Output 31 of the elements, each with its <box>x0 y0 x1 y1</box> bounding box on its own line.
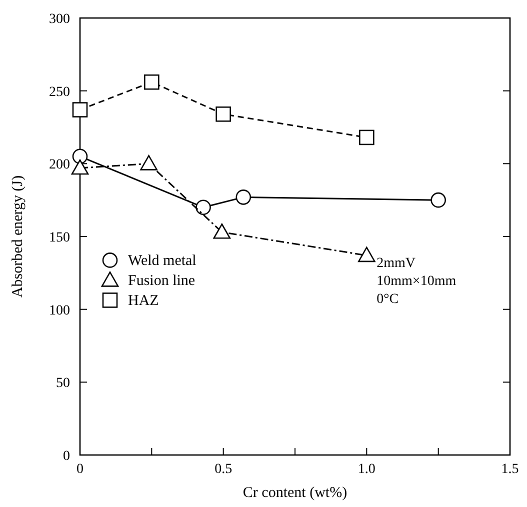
y-tick-label: 150 <box>49 230 70 246</box>
point <box>71 159 89 175</box>
y-tick-label: 0 <box>63 449 70 464</box>
point <box>358 246 376 262</box>
legend-label: Fusion line <box>128 273 196 290</box>
point <box>144 74 160 90</box>
legend-label: HAZ <box>128 293 159 310</box>
x-axis-title: Cr content (wt%) <box>242 485 348 501</box>
x-tick-label: 1.5 <box>501 462 519 477</box>
point <box>236 190 252 205</box>
annotation: 2mmV <box>376 256 416 272</box>
y-tick-label: 300 <box>49 12 70 27</box>
point <box>213 223 231 239</box>
y-axis-title: Absorbed energy (J) <box>10 175 26 298</box>
x-tick-label: 1.0 <box>358 462 376 477</box>
point <box>430 192 446 208</box>
point <box>72 102 88 118</box>
y-tick-label: 200 <box>49 158 70 173</box>
y-tick-label: 250 <box>49 84 70 100</box>
legend-label: Weld metal <box>128 253 196 270</box>
y-tick-label: 50 <box>56 376 70 392</box>
x-tick-label: 0.5 <box>214 462 232 477</box>
point <box>196 200 211 216</box>
y-tick-label: 100 <box>49 303 70 318</box>
annotation: 0°C <box>376 292 399 308</box>
point <box>140 155 158 170</box>
annotation: 10mm×10mm <box>376 274 456 290</box>
point <box>359 130 374 146</box>
x-tick-label: 0 <box>76 462 84 477</box>
point <box>72 148 88 164</box>
point <box>216 106 231 122</box>
